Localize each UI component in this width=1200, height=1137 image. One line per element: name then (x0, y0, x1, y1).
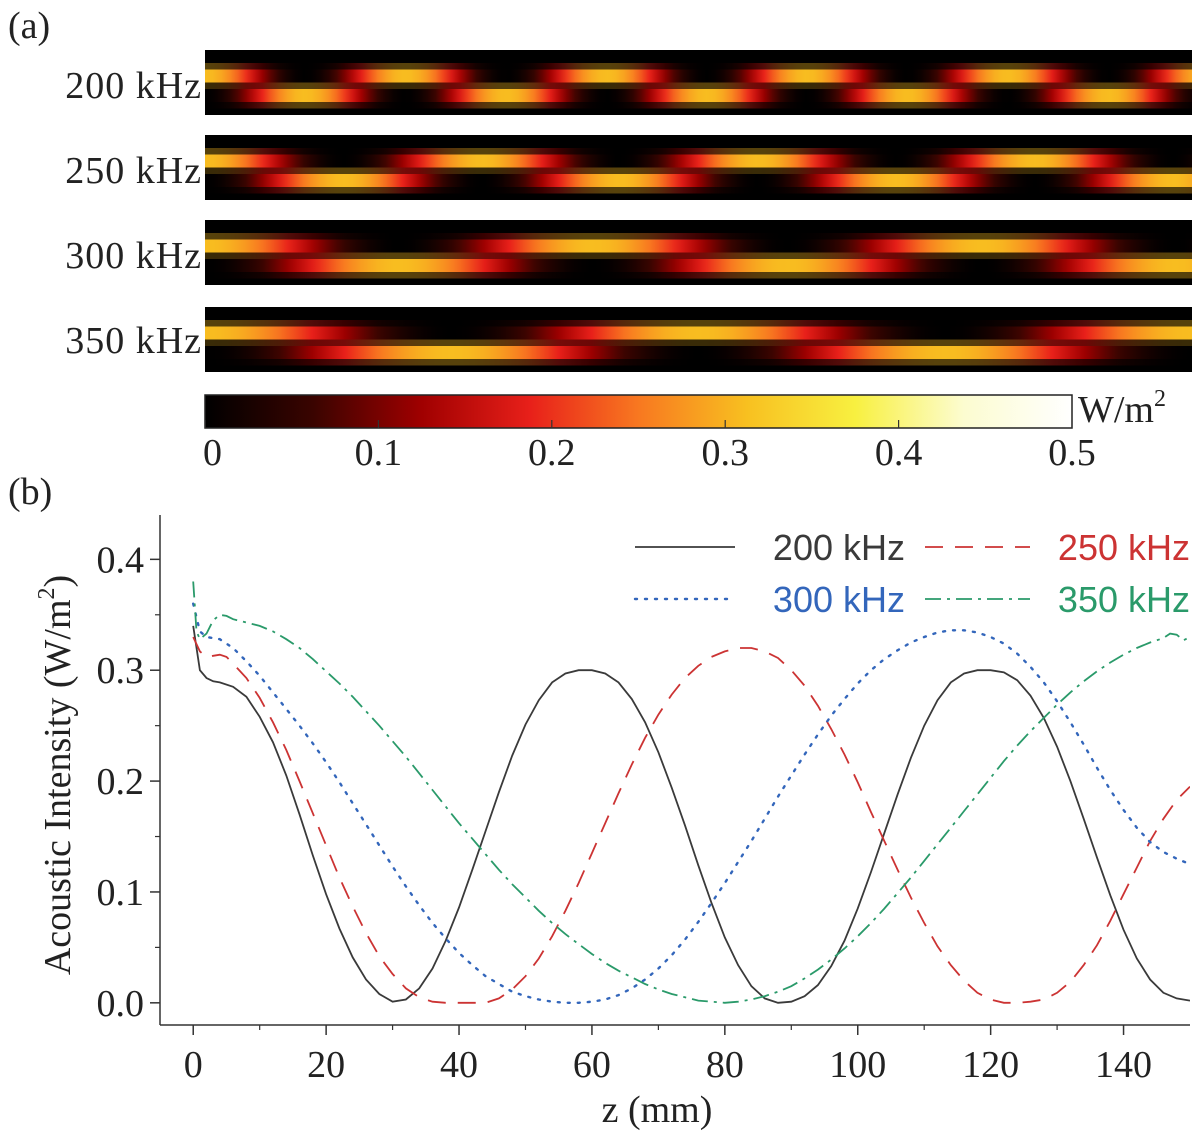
x-tick-label: 60 (573, 1044, 611, 1086)
heatmap-band (205, 174, 1192, 187)
colorbar-tick-label: 0.5 (1048, 432, 1096, 474)
legend: 200 kHz 250 kHz 300 kHz 350 kHz (633, 527, 1190, 620)
heatmap-row-label-250: 250 kHz (65, 150, 202, 192)
series-line-200-kHz (192, 625, 1190, 1004)
x-tick-label: 20 (307, 1044, 345, 1086)
heatmap-band (205, 239, 1192, 253)
plot-area (192, 581, 1190, 1004)
legend-label-250-kHz: 250 kHz (1058, 527, 1190, 568)
y-tick-label: 0.3 (97, 650, 145, 692)
x-tick-label: 120 (962, 1044, 1019, 1086)
heatmap-row-label-350: 350 kHz (65, 320, 202, 362)
legend-label-300-kHz: 300 kHz (773, 579, 905, 620)
heatmap-strip-300-kHz (205, 220, 1192, 285)
heatmap-strip-350-kHz (205, 307, 1192, 372)
y-axis-label: Acoustic Intensity (W/m2) (34, 575, 79, 975)
colorbar-tick-label: 0.4 (875, 432, 923, 474)
x-tick-label: 100 (829, 1044, 886, 1086)
y-tick-label: 0.4 (97, 539, 145, 581)
colorbar-tick-label: 0.3 (701, 432, 749, 474)
heatmap-band (205, 69, 1192, 83)
legend-label-350-kHz: 350 kHz (1058, 579, 1190, 620)
heatmap-strip-200-kHz (205, 50, 1192, 115)
heatmap-band (205, 259, 1192, 272)
legend-label-200-kHz: 200 kHz (773, 527, 905, 568)
y-tick-label: 0.2 (97, 761, 145, 803)
heatmap-band (205, 89, 1192, 102)
x-axis-label: z (mm) (602, 1089, 713, 1131)
line-chart: 0 20 40 60 80 100 120 140 0.0 0.1 0.2 0.3 0.4 z (mm) A… (34, 515, 1190, 1131)
heatmap-row-label-300: 300 kHz (65, 235, 202, 277)
series-line-300-kHz (192, 602, 1190, 1004)
colorbar-tick-label: 0.2 (528, 432, 576, 474)
y-tick-label: 0.1 (97, 872, 145, 914)
heatmap-group (205, 50, 1192, 372)
heatmap-strip-250-kHz (205, 135, 1192, 200)
colorbar-unit: W/m2 (1078, 386, 1166, 431)
colorbar-tick-label: 0 (203, 432, 222, 474)
x-tick-label: 80 (706, 1044, 744, 1086)
series-line-250-kHz (192, 636, 1190, 1004)
heatmap-band (205, 346, 1192, 359)
x-tick-label: 40 (440, 1044, 478, 1086)
panel-b-label: (b) (8, 471, 53, 513)
colorbar-bar (204, 394, 1073, 429)
colorbar-tick-label: 0.1 (355, 432, 403, 474)
x-tick-label: 0 (184, 1044, 203, 1086)
colorbar: 0 0.1 0.2 0.3 0.4 0.5W/m2 (203, 386, 1166, 474)
x-tick-label: 140 (1095, 1044, 1152, 1086)
heatmap-band (205, 154, 1192, 168)
series-line-350-kHz (192, 581, 1190, 1004)
heatmap-band (205, 326, 1192, 340)
panel-a-label: (a) (8, 5, 51, 47)
heatmap-row-label-200: 200 kHz (65, 65, 202, 107)
y-tick-label: 0.0 (97, 983, 145, 1025)
